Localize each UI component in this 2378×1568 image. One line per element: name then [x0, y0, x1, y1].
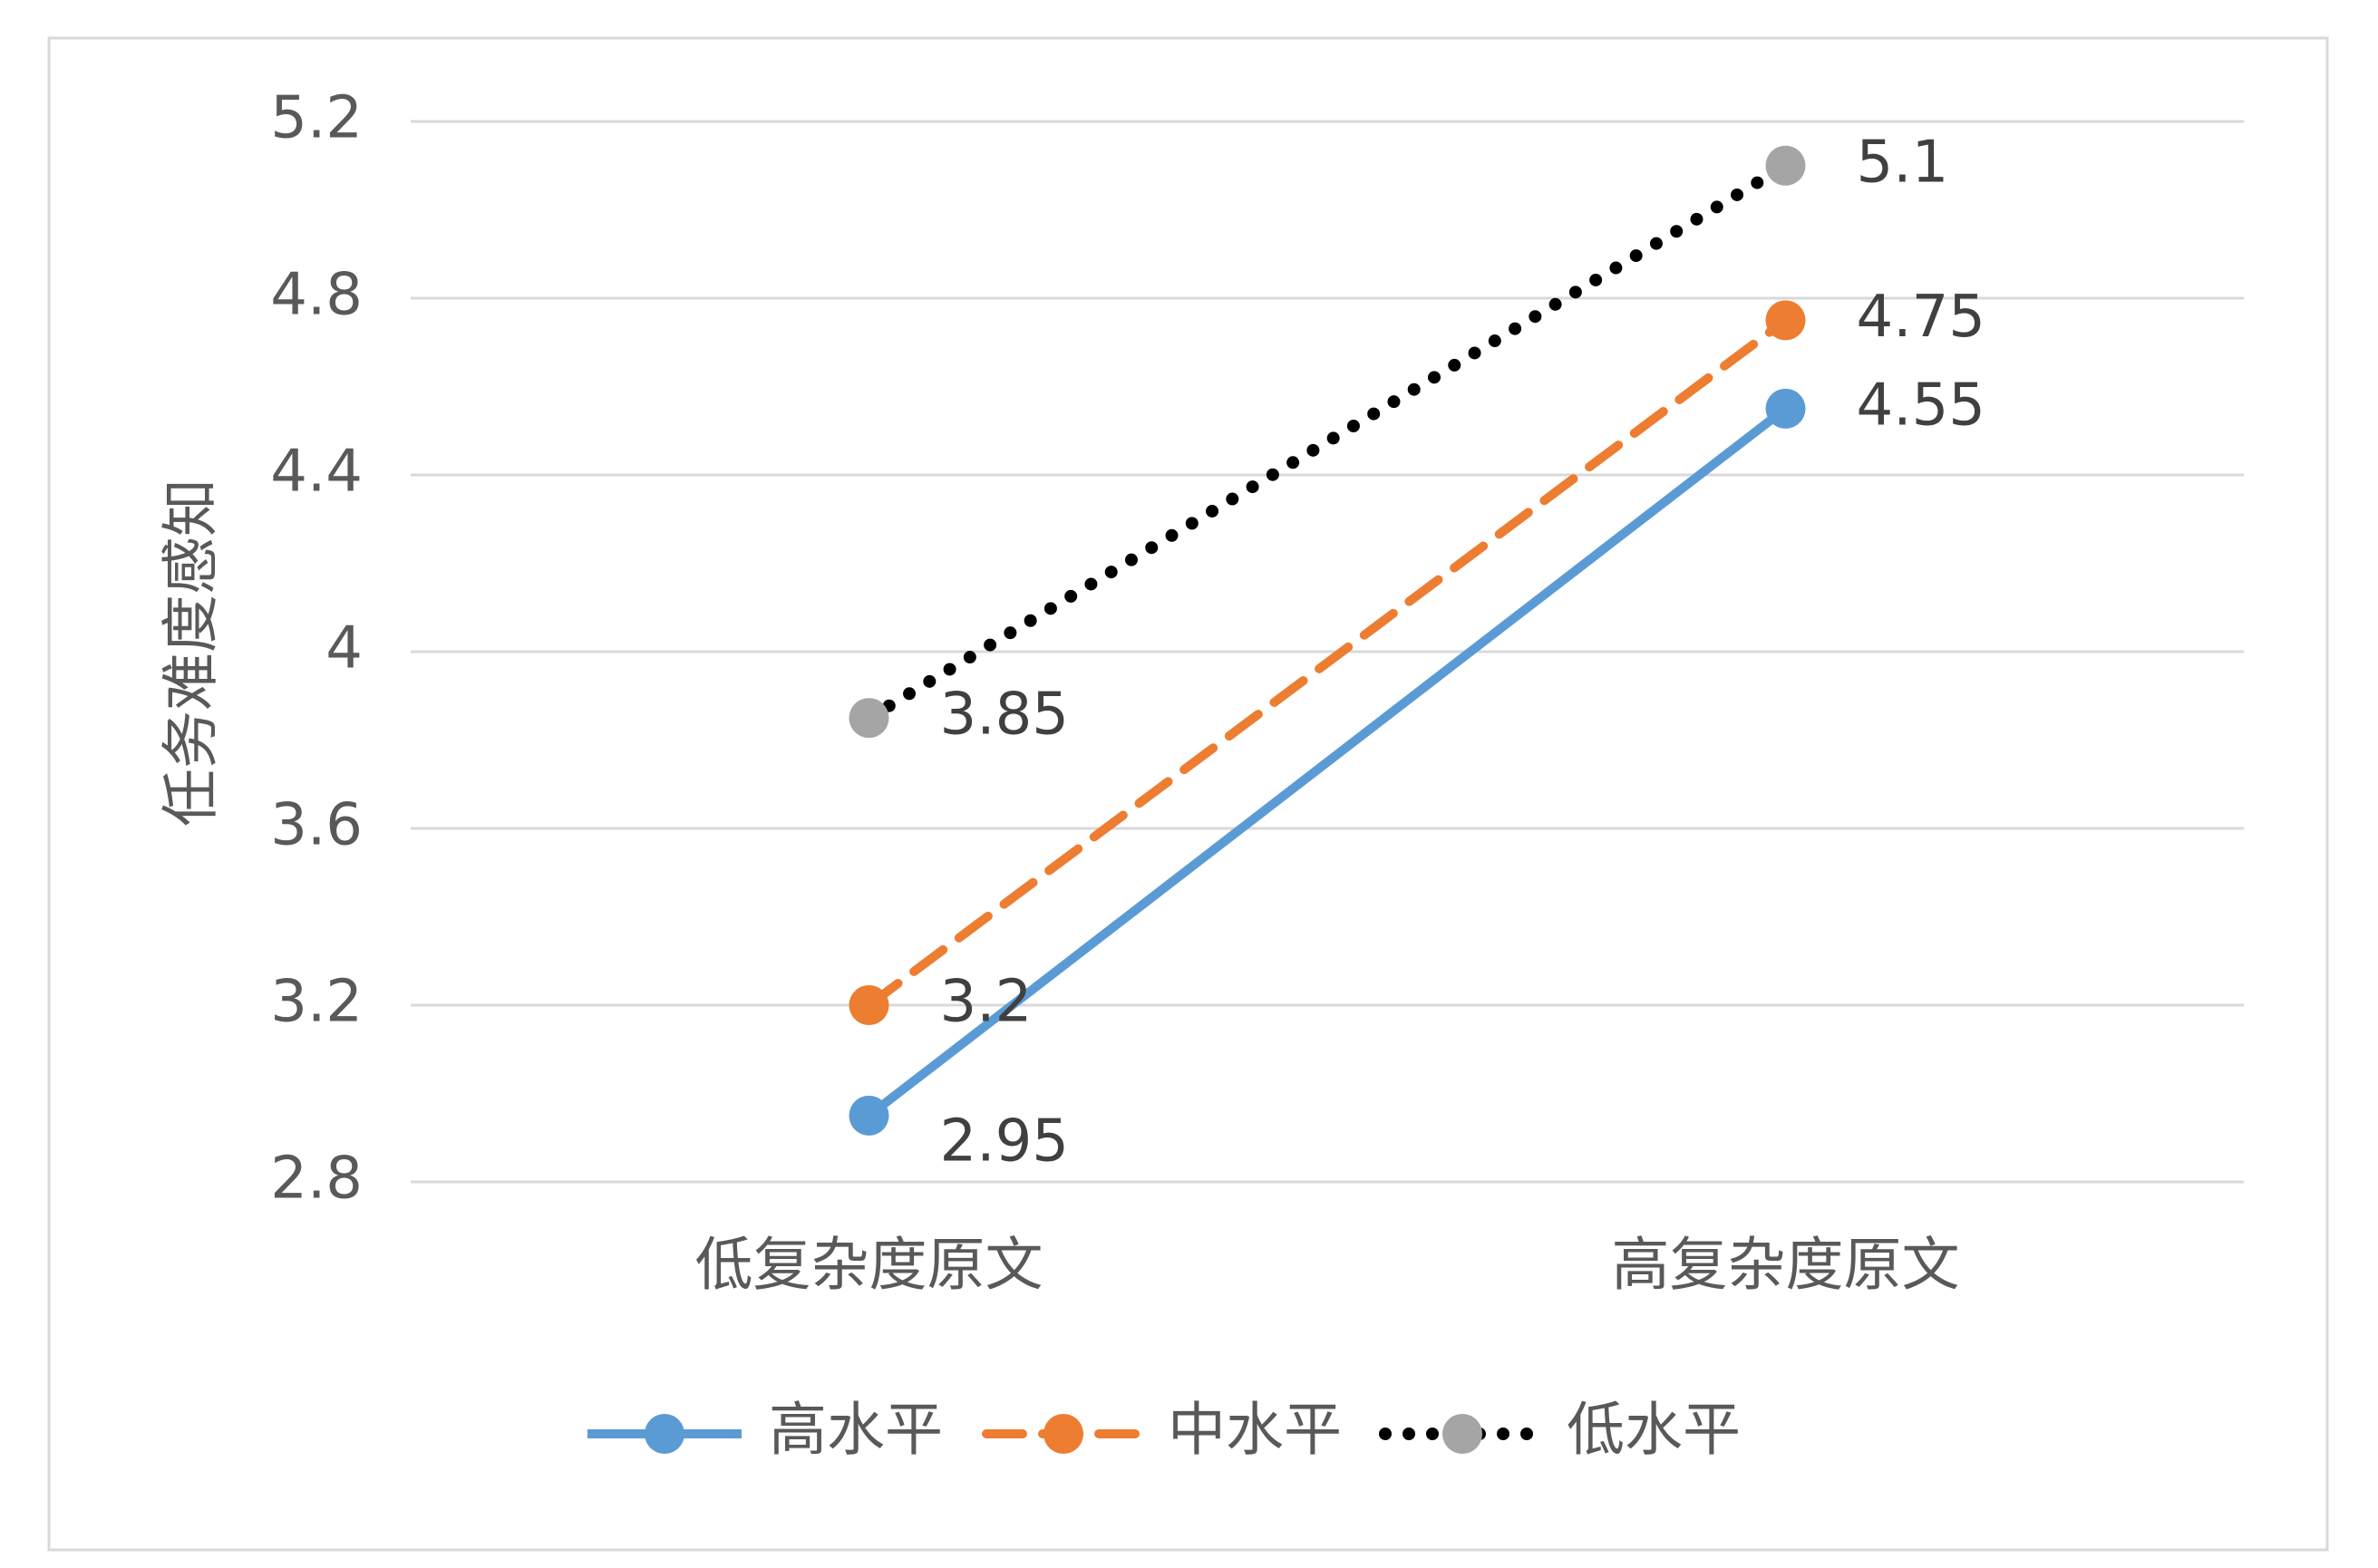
y-tick-label: 3.2: [270, 969, 363, 1036]
series-line: [866, 404, 1789, 1119]
y-axis-label: 任务难度感知: [159, 479, 226, 827]
y-tick-label: 4: [325, 615, 363, 682]
point: [1765, 145, 1806, 186]
point: [849, 1095, 889, 1136]
point: [1765, 388, 1806, 429]
y-tick-label: 2.8: [270, 1146, 363, 1213]
data-label: 4.55: [1857, 372, 1986, 439]
legend-marker: [1043, 1414, 1083, 1454]
point: [849, 985, 889, 1025]
data-label: 4.75: [1857, 284, 1986, 351]
y-tick-label: 3.6: [270, 792, 363, 859]
legend-marker: [1442, 1414, 1482, 1454]
chart-border: [47, 36, 2329, 1552]
series-line: [864, 315, 1791, 1010]
y-tick-label: 4.8: [270, 262, 363, 329]
data-label: 5.1: [1857, 129, 1949, 196]
y-tick-label: 4.4: [270, 439, 363, 506]
legend-label: 高水平: [769, 1398, 943, 1465]
x-tick-label: 低复杂度原文: [695, 1233, 1043, 1300]
data-label: 3.2: [940, 969, 1033, 1036]
legend-label: 中水平: [1168, 1398, 1342, 1465]
data-label: 2.95: [940, 1108, 1070, 1175]
y-tick-label: 5.2: [270, 85, 363, 152]
point: [849, 698, 889, 739]
data-label: 3.85: [940, 682, 1070, 749]
x-tick-label: 高复杂度原文: [1612, 1233, 1960, 1300]
series-line: [862, 159, 1792, 725]
legend-label: 低水平: [1567, 1398, 1741, 1465]
point: [1765, 300, 1806, 341]
legend-marker: [645, 1414, 684, 1454]
